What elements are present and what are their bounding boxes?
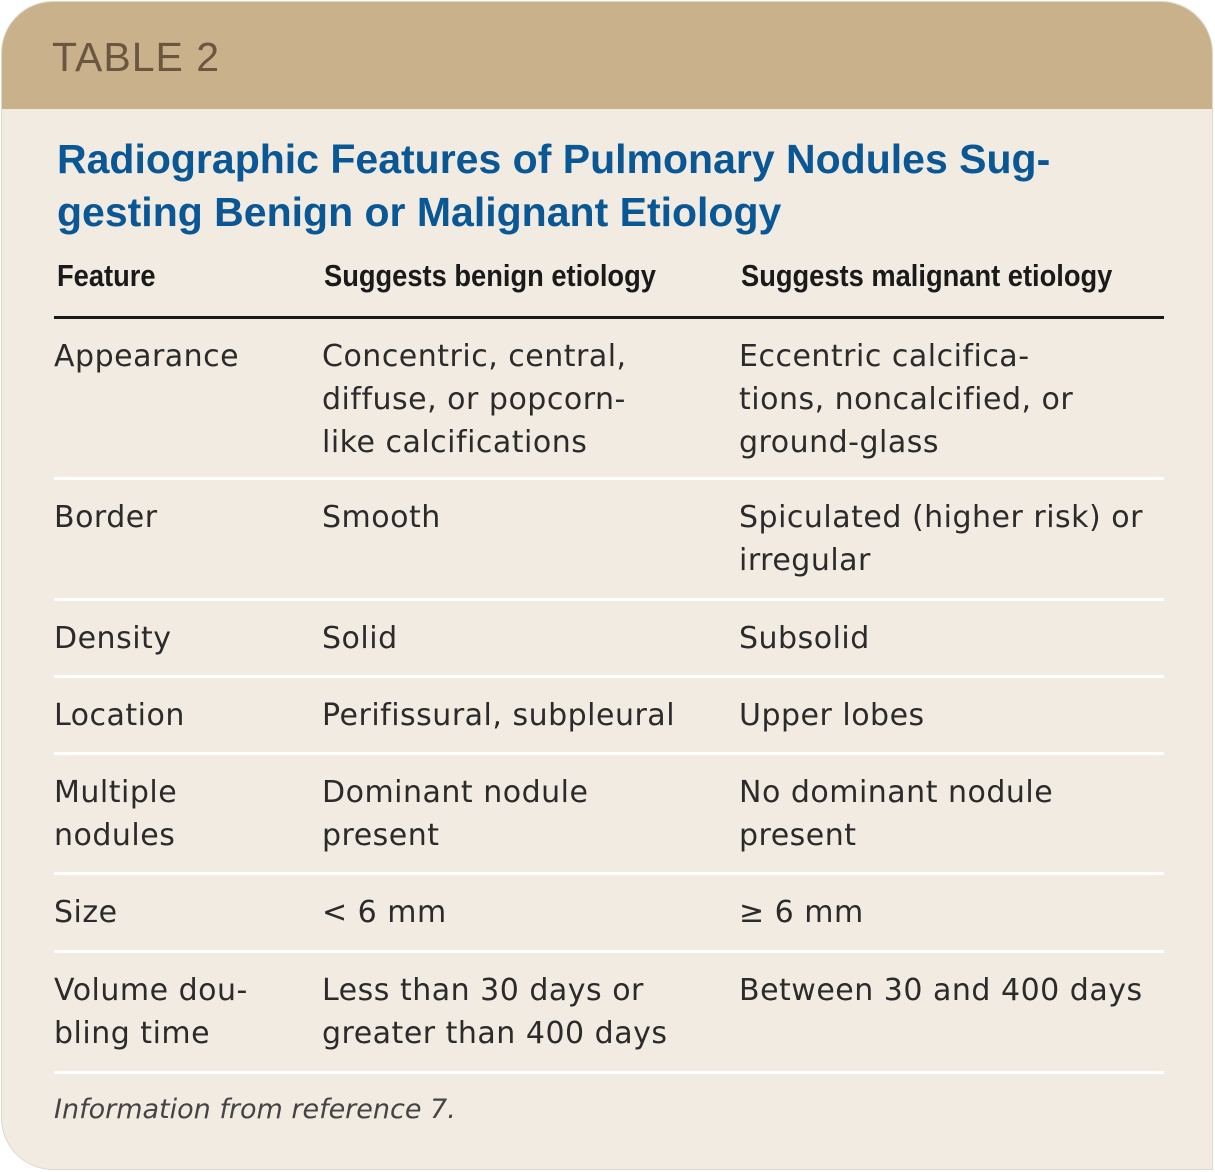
feature-cell: Density xyxy=(54,621,172,656)
header-feature: Feature xyxy=(57,258,156,293)
benign-cell: Solid xyxy=(322,621,398,656)
table-row: Appearance Concentric, central, diffuse,… xyxy=(54,319,1164,480)
benign-cell: Dominant nodule present xyxy=(322,775,589,853)
malignant-cell: Spiculated (higher risk) or irregular xyxy=(739,500,1143,578)
benign-cell: Smooth xyxy=(322,500,441,535)
table-row: Volume dou- bling time Less than 30 days… xyxy=(54,953,1164,1074)
malignant-cell: Subsolid xyxy=(739,621,870,656)
table-row: Location Perifissural, subpleural Upper … xyxy=(54,678,1164,755)
benign-cell: Perifissural, subpleural xyxy=(322,698,676,733)
table-body: Appearance Concentric, central, diffuse,… xyxy=(54,319,1164,1074)
feature-cell: Border xyxy=(54,500,158,535)
table-row: Border Smooth Spiculated (higher risk) o… xyxy=(54,480,1164,601)
table-row: Size < 6 mm ≥ 6 mm xyxy=(54,875,1164,953)
header-band: TABLE 2 xyxy=(2,2,1212,109)
feature-cell: Appearance xyxy=(54,339,240,374)
malignant-cell: Between 30 and 400 days xyxy=(739,973,1143,1008)
feature-cell: Location xyxy=(54,698,185,733)
table-label: TABLE 2 xyxy=(52,34,221,80)
malignant-cell: No dominant nodule present xyxy=(739,775,1054,853)
malignant-cell: ≥ 6 mm xyxy=(739,895,864,930)
feature-cell: Volume dou- bling time xyxy=(54,973,248,1051)
table-row: Density Solid Subsolid xyxy=(54,601,1164,678)
feature-cell: Size xyxy=(54,895,118,930)
malignant-cell: Upper lobes xyxy=(739,698,925,733)
malignant-cell: Eccentric calcifica- tions, noncalcified… xyxy=(739,339,1074,460)
benign-cell: < 6 mm xyxy=(322,895,447,930)
benign-cell: Concentric, central, diffuse, or popcorn… xyxy=(322,339,627,460)
footnote: Information from reference 7. xyxy=(54,1094,456,1125)
header-benign: Suggests benign etiology xyxy=(324,258,656,293)
table-header: Feature Suggests benign etiology Suggest… xyxy=(54,258,1164,319)
feature-cell: Multiple nodules xyxy=(54,775,178,853)
benign-cell: Less than 30 days or greater than 400 da… xyxy=(322,973,668,1051)
table-title: Radiographic Features of Pulmonary Nodul… xyxy=(57,136,1051,235)
table-row: Multiple nodules Dominant nodule present… xyxy=(54,755,1164,875)
header-malignant: Suggests malignant etiology xyxy=(741,258,1113,293)
